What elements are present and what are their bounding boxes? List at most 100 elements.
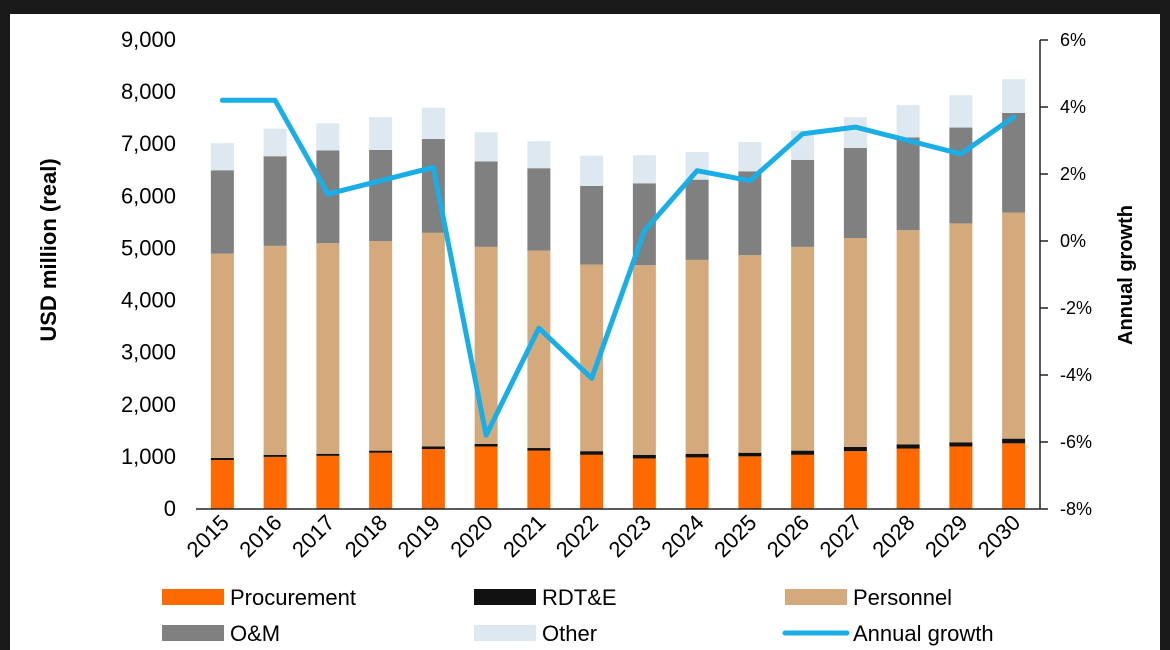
bar-procurement-2030 (1002, 443, 1026, 509)
frame-border-right (1160, 14, 1170, 650)
bar-o-m-2016 (263, 156, 287, 246)
bar-personnel-2021 (527, 250, 551, 449)
y-tick-label: 5,000 (121, 235, 176, 260)
bar-procurement-2029 (949, 446, 973, 509)
x-tick-label: 2020 (445, 510, 497, 562)
bar-o-m-2017 (316, 150, 340, 244)
x-tick-label: 2016 (234, 510, 286, 562)
bar-personnel-2025 (738, 255, 762, 453)
y-tick-label: 7,000 (121, 131, 176, 156)
x-tick-label: 2025 (709, 510, 761, 562)
bar-rdt-e-2027 (843, 446, 867, 452)
bar-o-m-2029 (949, 127, 973, 224)
bar-rdt-e-2021 (527, 448, 551, 451)
bar-rdt-e-2026 (791, 450, 815, 455)
y-tick-label: 1,000 (121, 444, 176, 469)
x-tick-label: 2024 (656, 510, 708, 562)
y2-tick-label: 6% (1060, 30, 1086, 50)
bar-o-m-2021 (527, 168, 551, 251)
bar-rdt-e-2018 (369, 450, 393, 453)
bar-procurement-2024 (685, 457, 709, 509)
bar-o-m-2025 (738, 171, 762, 256)
x-tick-label: 2030 (973, 510, 1025, 562)
bar-other-2025 (738, 142, 762, 172)
x-tick-label: 2022 (551, 510, 603, 562)
x-tick-label: 2021 (498, 510, 550, 562)
annual-growth-line-group (219, 97, 1017, 438)
bar-personnel-2015 (210, 253, 234, 458)
legend-swatch-1 (474, 589, 536, 605)
bar-other-2024 (685, 152, 709, 180)
bar-rdt-e-2020 (474, 443, 498, 447)
x-tick-label: 2027 (815, 510, 867, 562)
bar-personnel-2023 (632, 265, 656, 455)
legend-label-2: Personnel (853, 585, 952, 610)
bar-procurement-2021 (527, 450, 551, 509)
bar-other-2021 (527, 141, 551, 169)
y2-tick-label: 0% (1060, 231, 1086, 251)
bar-personnel-2017 (316, 243, 340, 454)
bar-procurement-2022 (580, 454, 604, 509)
bar-rdt-e-2029 (949, 442, 973, 447)
bar-rdt-e-2022 (580, 451, 604, 455)
legend-label-3: O&M (230, 621, 280, 646)
bar-personnel-2019 (421, 232, 445, 447)
bar-personnel-2026 (791, 246, 815, 451)
legend: Procurement RDT&E Personnel O&M Other Annual … (162, 585, 994, 646)
bar-procurement-2027 (843, 451, 867, 509)
y2-tick-label: -4% (1060, 365, 1092, 385)
title-band (0, 0, 1170, 14)
stacked-bars (210, 79, 1026, 509)
x-tick-label: 2018 (340, 510, 392, 562)
y-tick-label: 6,000 (121, 183, 176, 208)
y-tick-label: 8,000 (121, 79, 176, 104)
bar-procurement-2020 (474, 446, 498, 509)
bar-other-2020 (474, 132, 498, 162)
bar-o-m-2030 (1002, 112, 1026, 213)
x-tick-label: 2029 (920, 510, 972, 562)
bar-procurement-2016 (263, 456, 287, 509)
y-tick-label: 0 (164, 496, 176, 521)
bar-procurement-2015 (210, 460, 234, 509)
bar-other-2016 (263, 128, 287, 157)
legend-swatch-2 (785, 589, 847, 605)
bar-other-2019 (421, 107, 445, 140)
y-tick-label: 9,000 (121, 27, 176, 52)
bar-procurement-2023 (632, 458, 656, 509)
bar-procurement-2026 (791, 454, 815, 509)
bar-rdt-e-2030 (1002, 438, 1026, 444)
bar-other-2023 (632, 155, 656, 184)
bar-other-2017 (316, 123, 340, 151)
bar-o-m-2015 (210, 170, 234, 254)
x-tick-label: 2026 (762, 510, 814, 562)
bar-personnel-2022 (580, 264, 604, 452)
legend-label-0: Procurement (230, 585, 356, 610)
bar-personnel-2030 (1002, 212, 1026, 439)
legend-swatch-0 (162, 589, 224, 605)
bar-procurement-2019 (421, 449, 445, 509)
bar-o-m-2022 (580, 185, 604, 265)
bar-rdt-e-2015 (210, 457, 234, 461)
bar-procurement-2025 (738, 456, 762, 509)
x-tick-label: 2019 (393, 510, 445, 562)
bar-o-m-2026 (791, 159, 815, 247)
legend-label-1: RDT&E (542, 585, 617, 610)
bar-rdt-e-2019 (421, 446, 445, 450)
frame-border-left (0, 14, 10, 650)
bar-other-2015 (210, 143, 234, 171)
annual-growth-line (219, 97, 1017, 438)
legend-label-4: Other (542, 621, 597, 646)
bar-personnel-2016 (263, 245, 287, 455)
x-tick-label: 2028 (867, 510, 919, 562)
bar-o-m-2027 (843, 147, 867, 239)
bar-procurement-2017 (316, 455, 340, 509)
bar-o-m-2018 (369, 149, 393, 242)
bar-rdt-e-2024 (685, 453, 709, 458)
bar-personnel-2027 (843, 238, 867, 447)
bar-other-2029 (949, 95, 973, 128)
bar-procurement-2018 (369, 452, 393, 509)
bar-rdt-e-2023 (632, 454, 656, 459)
bar-o-m-2020 (474, 161, 498, 247)
y2-tick-label: -6% (1060, 432, 1092, 452)
